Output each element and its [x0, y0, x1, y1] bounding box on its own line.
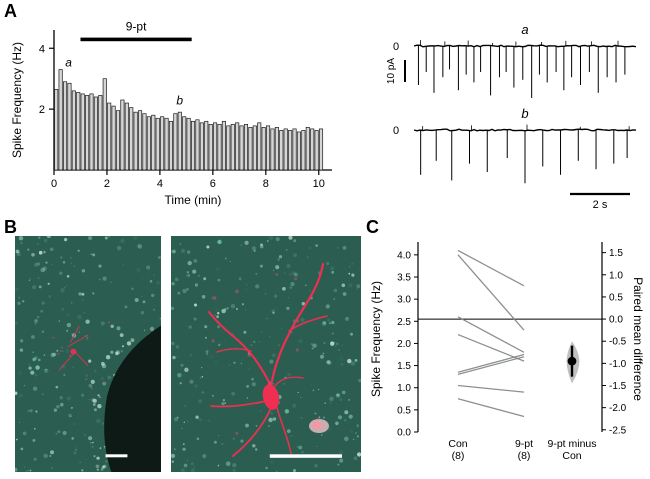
spike-frequency-bar-chart: 2 4 0 2 4 6 8 10 9-pt a b Time (min) Spike Frequency…	[10, 20, 332, 207]
svg-text:3.0: 3.0	[397, 295, 411, 306]
svg-text:0.5: 0.5	[397, 405, 411, 416]
svg-text:1.0: 1.0	[397, 383, 411, 394]
svg-text:a: a	[65, 56, 72, 70]
svg-text:3.5: 3.5	[397, 273, 411, 284]
svg-text:10 pA: 10 pA	[386, 58, 397, 84]
svg-text:-1.0: -1.0	[609, 359, 627, 370]
svg-text:0.0: 0.0	[609, 315, 623, 326]
svg-text:(8): (8)	[452, 450, 465, 462]
svg-text:1.0: 1.0	[609, 270, 623, 281]
svg-text:0: 0	[51, 178, 57, 190]
svg-text:2: 2	[104, 178, 110, 190]
svg-text:Con: Con	[562, 450, 581, 462]
panel-c-label: C	[366, 217, 379, 237]
paired-estimation-plot: 0.0 0.5 1.0 1.5 2.0 2.5 3.0 3.5 4.0 1.5 1.0 0.5 0.0 -…	[369, 242, 645, 462]
micrograph-high-magnification	[171, 236, 361, 472]
svg-text:0: 0	[393, 41, 399, 53]
svg-text:Paired mean difference: Paired mean difference	[631, 277, 645, 401]
svg-text:b: b	[521, 106, 528, 121]
svg-text:1.5: 1.5	[609, 248, 623, 259]
svg-text:2: 2	[39, 104, 45, 116]
svg-text:Spike Frequency (Hz): Spike Frequency (Hz)	[369, 281, 383, 397]
svg-text:0: 0	[393, 125, 399, 137]
svg-text:4: 4	[39, 43, 45, 55]
svg-text:-2.0: -2.0	[609, 403, 627, 414]
svg-text:Con: Con	[448, 438, 467, 450]
svg-text:9-pt: 9-pt	[126, 20, 147, 34]
svg-text:1.5: 1.5	[397, 361, 411, 372]
svg-text:2 s: 2 s	[593, 199, 608, 211]
svg-text:10: 10	[313, 178, 325, 190]
svg-text:2.0: 2.0	[397, 339, 411, 350]
svg-text:-2.5: -2.5	[609, 425, 627, 436]
svg-text:9-pt: 9-pt	[515, 438, 533, 450]
svg-text:b: b	[176, 94, 183, 108]
micrograph-low-magnification	[15, 236, 161, 472]
svg-text:6: 6	[210, 178, 216, 190]
panel-a-label: A	[4, 1, 17, 21]
svg-text:4: 4	[157, 178, 163, 190]
svg-text:Spike Frequency (Hz): Spike Frequency (Hz)	[10, 42, 24, 158]
svg-text:(8): (8)	[518, 450, 531, 462]
svg-text:9-pt minus: 9-pt minus	[547, 438, 596, 450]
current-traces-panel: 0 a 0 b 10 pA 2 s	[386, 22, 637, 211]
svg-text:8: 8	[263, 178, 269, 190]
svg-text:2.5: 2.5	[397, 317, 411, 328]
panel-b-label: B	[4, 217, 17, 237]
svg-text:-1.5: -1.5	[609, 381, 627, 392]
svg-text:4.0: 4.0	[397, 250, 411, 261]
svg-text:Time (min): Time (min)	[165, 193, 222, 207]
svg-text:a: a	[521, 22, 528, 37]
svg-text:0.5: 0.5	[609, 292, 623, 303]
svg-text:-0.5: -0.5	[609, 337, 627, 348]
svg-text:0.0: 0.0	[397, 428, 411, 439]
